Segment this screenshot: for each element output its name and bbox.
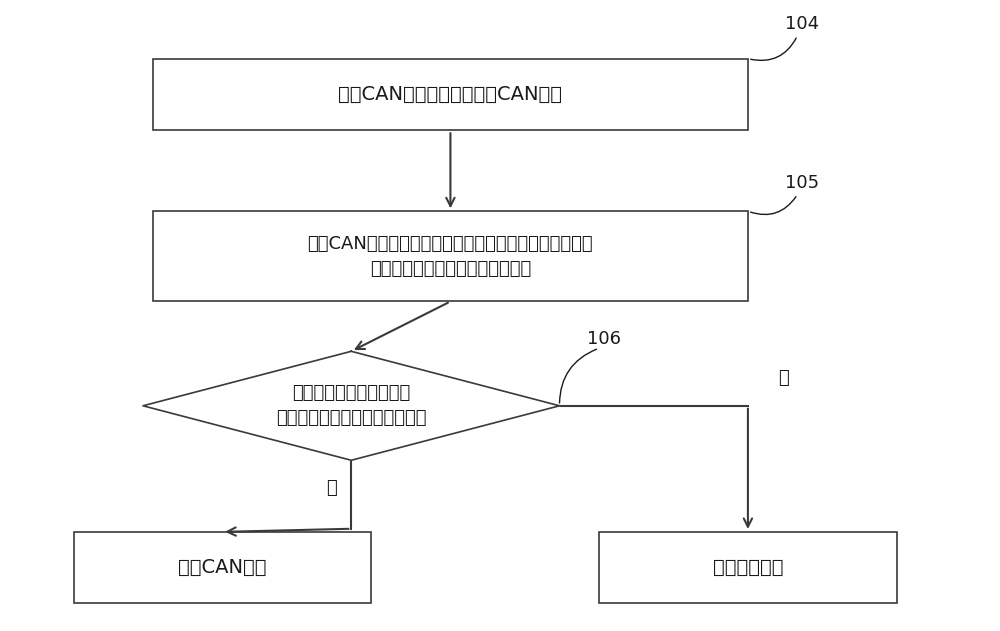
FancyBboxPatch shape — [74, 532, 371, 603]
Text: 104: 104 — [785, 15, 820, 33]
FancyBboxPatch shape — [599, 532, 897, 603]
Text: 106: 106 — [587, 330, 621, 348]
FancyBboxPatch shape — [153, 211, 748, 302]
Text: 否: 否 — [778, 369, 788, 387]
Text: 判断生成的第一随机数与
解析得到的第一随机数是否相同: 判断生成的第一随机数与 解析得到的第一随机数是否相同 — [276, 384, 426, 427]
Text: 是: 是 — [326, 479, 337, 497]
FancyBboxPatch shape — [153, 59, 748, 130]
Text: 上报异常信息: 上报异常信息 — [713, 558, 783, 577]
Text: 接收CAN报文发送端发送的CAN报文: 接收CAN报文发送端发送的CAN报文 — [338, 85, 562, 104]
Polygon shape — [143, 351, 560, 460]
Text: 响应CAN报文: 响应CAN报文 — [178, 558, 267, 577]
Text: 解析CAN报文得到随机种子及第一随机数，根据随机种子
利用第一随机函数生成第一随机数: 解析CAN报文得到随机种子及第一随机数，根据随机种子 利用第一随机函数生成第一随… — [308, 235, 593, 278]
Text: 105: 105 — [785, 174, 820, 192]
